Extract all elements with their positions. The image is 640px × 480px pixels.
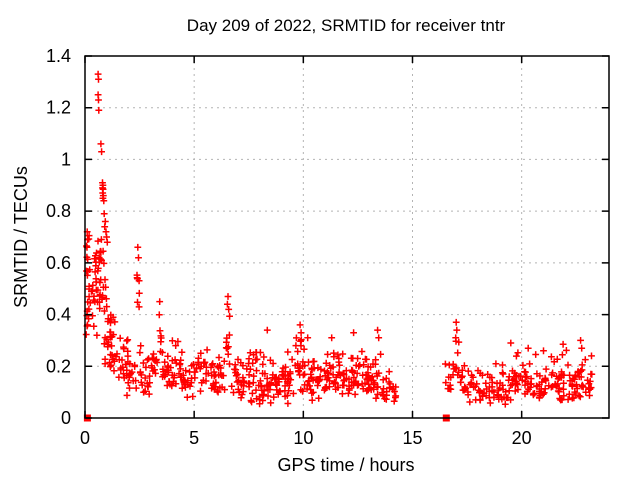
x-axis-label: GPS time / hours xyxy=(277,455,414,475)
y-tick-label: 1.4 xyxy=(46,46,71,66)
y-tick-label: 0.2 xyxy=(46,356,71,376)
chart-title: Day 209 of 2022, SRMTID for receiver tnt… xyxy=(187,16,506,35)
y-tick-label: 1 xyxy=(61,149,71,169)
plot-border xyxy=(84,55,610,419)
x-tick-label: 5 xyxy=(189,428,199,448)
x-tick-label: 15 xyxy=(402,428,422,448)
y-tick-labels: 0 0.2 0.4 0.6 0.8 1 1.2 1.4 xyxy=(46,46,71,428)
x-tick-label: 0 xyxy=(80,428,90,448)
y-axis-label: SRMTID / TECUs xyxy=(11,166,31,308)
y-tick-label: 0.6 xyxy=(46,253,71,273)
plot-frame-and-ticks xyxy=(84,55,610,419)
gridlines xyxy=(85,56,609,418)
data-points xyxy=(82,70,596,422)
y-tick-label: 0.4 xyxy=(46,305,71,325)
x-tick-labels: 0 5 10 15 20 xyxy=(80,428,532,448)
y-tick-label: 0 xyxy=(61,408,71,428)
grid-dashes xyxy=(85,56,609,418)
x-tick-label: 20 xyxy=(512,428,532,448)
tick-marks xyxy=(84,55,609,419)
axis-text: Day 209 of 2022, SRMTID for receiver tnt… xyxy=(11,16,532,475)
y-tick-label: 1.2 xyxy=(46,98,71,118)
y-tick-label: 0.8 xyxy=(46,201,71,221)
srmtid-plus-markers xyxy=(82,70,596,408)
x-tick-label: 10 xyxy=(293,428,313,448)
